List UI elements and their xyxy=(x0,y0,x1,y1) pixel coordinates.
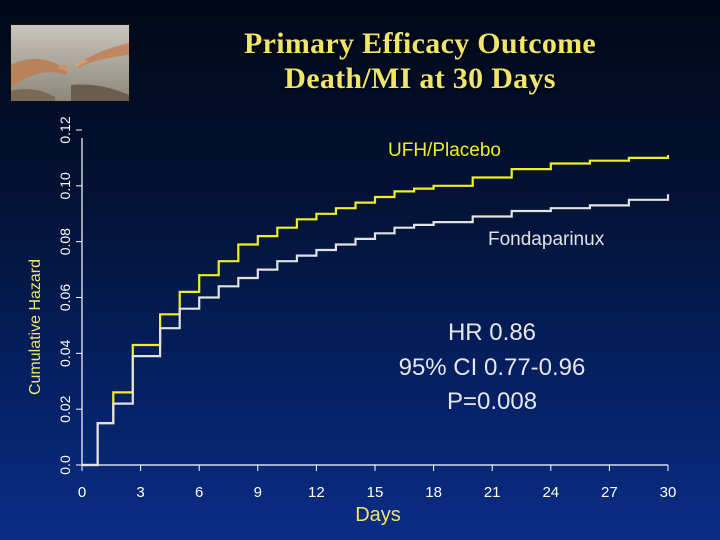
p-value-text: P=0.008 xyxy=(447,388,537,415)
y-axis-ticks: 0.0 0.02 0.04 0.06 0.08 0.10 0.12 xyxy=(57,116,82,475)
title-line-2: Death/MI at 30 Days xyxy=(284,62,556,95)
x-axis-ticks: 0 3 6 9 12 15 18 21 24 27 30 xyxy=(78,465,677,501)
creation-of-adam-logo xyxy=(10,24,130,102)
x-tick-label: 3 xyxy=(136,484,144,501)
chart-series xyxy=(82,155,670,467)
hazard-ratio-text: HR 0.86 xyxy=(448,319,536,346)
y-tick-label: 0.10 xyxy=(57,172,73,199)
y-tick-label: 0.06 xyxy=(57,284,73,311)
series-line-ufh-placebo xyxy=(82,155,670,467)
y-tick-label: 0.0 xyxy=(57,455,73,475)
y-tick-label: 0.04 xyxy=(57,339,73,366)
chart-axes xyxy=(81,138,668,466)
x-tick-label: 0 xyxy=(78,484,86,501)
slide-title: Primary Efficacy Outcome Death/MI at 30 … xyxy=(170,26,670,96)
logo-illustration xyxy=(11,25,129,101)
x-axis-label: Days xyxy=(355,504,401,526)
y-tick-label: 0.12 xyxy=(57,116,73,143)
x-tick-label: 27 xyxy=(601,484,618,501)
x-tick-label: 21 xyxy=(484,484,501,501)
y-tick-label: 0.08 xyxy=(57,228,73,255)
x-tick-label: 6 xyxy=(195,484,203,501)
x-tick-label: 9 xyxy=(254,484,262,501)
y-axis-label: Cumulative Hazard xyxy=(27,259,44,395)
x-tick-label: 18 xyxy=(425,484,442,501)
x-tick-label: 24 xyxy=(542,484,559,501)
series-label-fondaparinux: Fondaparinux xyxy=(488,229,605,250)
title-line-1: Primary Efficacy Outcome xyxy=(243,27,597,60)
x-tick-label: 15 xyxy=(367,484,384,501)
confidence-interval-text: 95% CI 0.77-0.96 xyxy=(399,354,586,381)
series-label-ufh-placebo: UFH/Placebo xyxy=(388,140,501,161)
series-line-fondaparinux xyxy=(82,194,670,467)
x-tick-label: 12 xyxy=(308,484,325,501)
x-tick-label: 30 xyxy=(660,484,677,501)
y-tick-label: 0.02 xyxy=(57,395,73,422)
